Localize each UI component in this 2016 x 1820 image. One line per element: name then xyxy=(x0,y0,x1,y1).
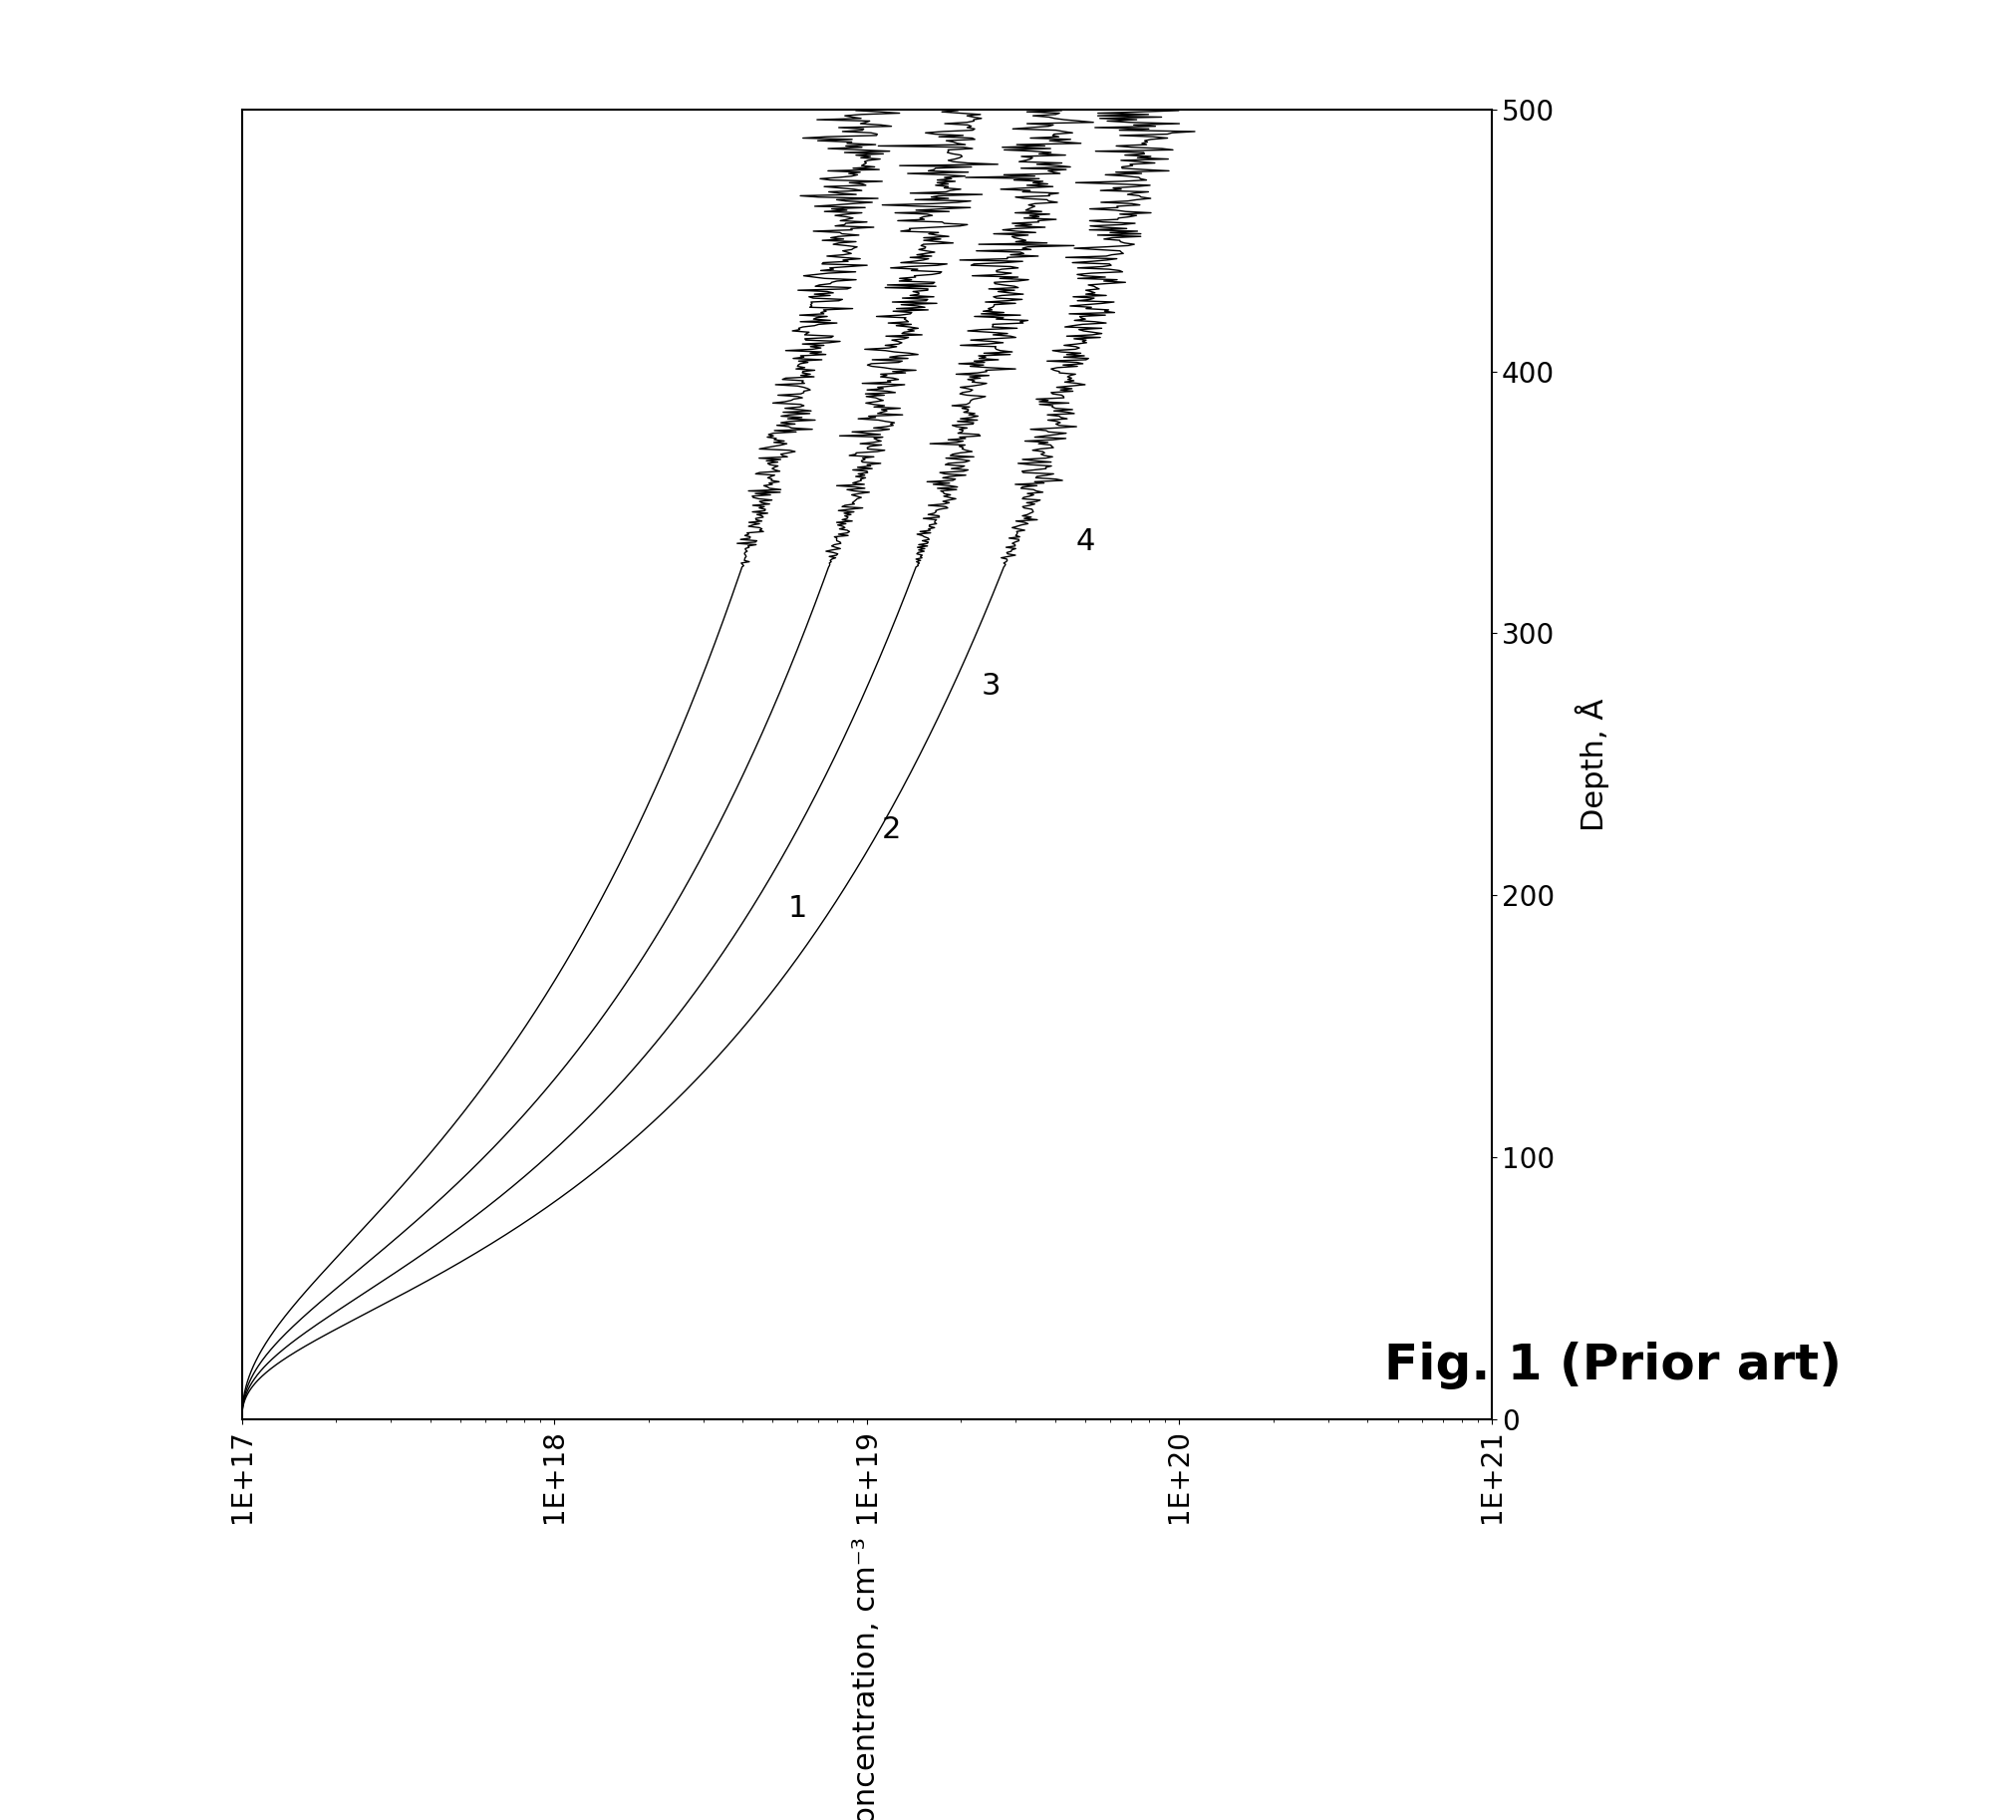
Text: 4: 4 xyxy=(1077,528,1095,557)
Text: Fig. 1 (Prior art): Fig. 1 (Prior art) xyxy=(1385,1341,1841,1389)
Text: 1: 1 xyxy=(788,894,806,923)
Text: 3: 3 xyxy=(982,672,1002,701)
X-axis label: Concentration, cm⁻³: Concentration, cm⁻³ xyxy=(853,1536,881,1820)
Y-axis label: Depth, Å: Depth, Å xyxy=(1574,697,1609,832)
Text: 2: 2 xyxy=(881,815,901,844)
